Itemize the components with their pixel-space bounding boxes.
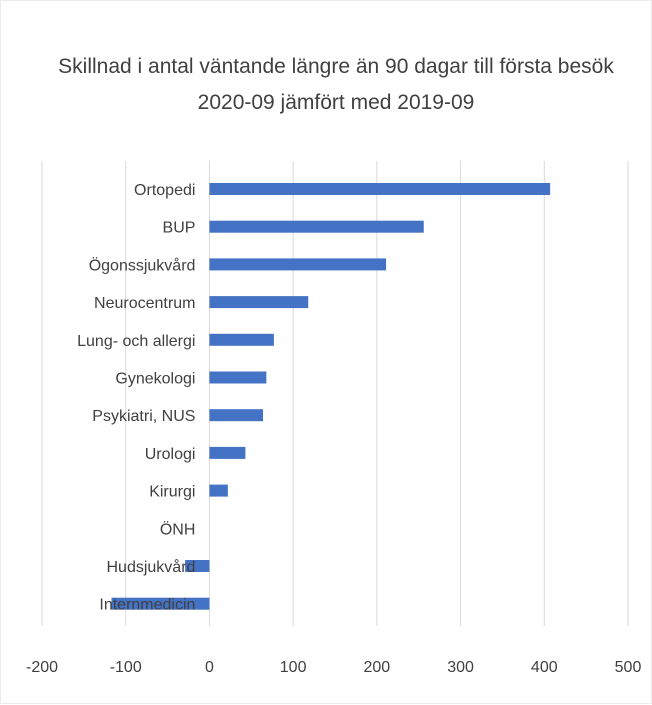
- category-label: Lung- och allergi: [77, 333, 195, 350]
- chart-subtitle: 2020-09 jämfört med 2019-09: [198, 91, 475, 114]
- category-label: Internmedicin: [99, 597, 195, 614]
- x-tick-label: -100: [110, 659, 142, 676]
- bar: [209, 183, 551, 195]
- bar: [209, 296, 309, 309]
- category-label: Gynekologi: [115, 371, 195, 388]
- bar: [209, 258, 387, 271]
- bar: [209, 446, 246, 459]
- bar: [209, 484, 228, 497]
- category-label: ÖNH: [160, 520, 196, 538]
- category-label: Hudsjukvård: [106, 558, 195, 576]
- x-tick-label: 0: [205, 659, 214, 676]
- bar: [111, 597, 210, 610]
- category-label: Ögonssjukvård: [89, 256, 196, 274]
- category-label: Neurocentrum: [94, 295, 195, 312]
- x-tick-label: 400: [531, 659, 558, 676]
- x-tick-label: -200: [26, 659, 58, 676]
- x-tick-label: 200: [364, 659, 391, 676]
- chart-title: Skillnad i antal väntande längre än 90 d…: [58, 55, 614, 78]
- bar: [209, 333, 274, 346]
- category-label: Ortopedi: [134, 182, 195, 199]
- category-label: Psykiatri, NUS: [92, 408, 195, 425]
- bars: [111, 183, 551, 610]
- bar: [209, 220, 424, 233]
- x-axis-tick-labels: -200 -100 0 100 200 300 400 500: [26, 659, 641, 676]
- gridlines: [41, 161, 629, 626]
- category-labels: Ortopedi BUP Ögonssjukvård Neurocentrum Lung…: [77, 182, 195, 614]
- category-label: BUP: [163, 220, 196, 237]
- x-tick-label: 300: [447, 659, 474, 676]
- x-tick-label: 500: [615, 659, 642, 676]
- category-label: Urologi: [145, 446, 196, 463]
- bar: [209, 371, 267, 384]
- x-tick-label: 100: [280, 659, 307, 676]
- bar: [185, 560, 210, 572]
- category-label: Kirurgi: [149, 484, 195, 501]
- bar: [209, 409, 264, 422]
